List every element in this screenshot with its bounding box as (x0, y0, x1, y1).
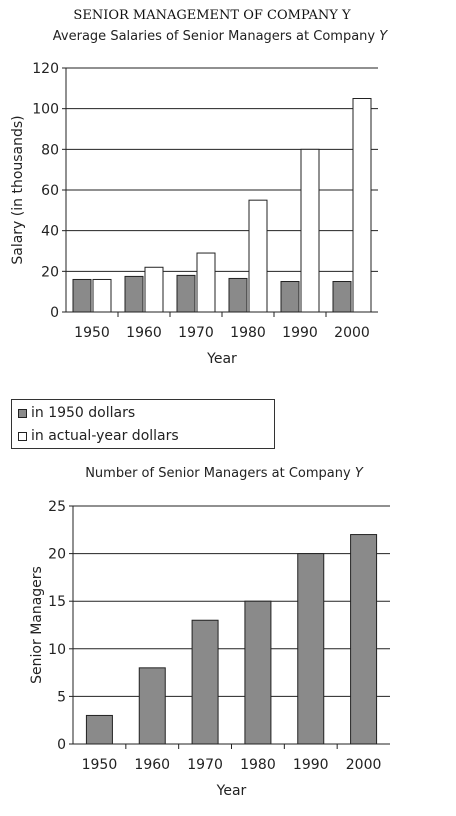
x-tick-label: 1950 (74, 325, 110, 341)
x-tick-label: 1990 (293, 757, 329, 773)
x-tick-label: 2000 (346, 757, 382, 773)
y-tick-label: 20 (41, 264, 59, 280)
y-tick-label: 20 (48, 547, 66, 563)
legend-label-1950-dollars: in 1950 dollars (31, 405, 136, 421)
salary-legend: in 1950 dollars in actual-year dollars (11, 399, 275, 449)
bar-actual-dollars (248, 199, 268, 313)
y-tick-label: 15 (48, 594, 66, 610)
bar-actual-dollars (196, 252, 216, 313)
y-tick-label: 120 (32, 61, 59, 77)
legend-item-actual-dollars: in actual-year dollars (18, 426, 179, 446)
bar-managers (191, 619, 219, 745)
bar-managers (138, 667, 166, 745)
legend-swatch-dark (18, 408, 27, 418)
x-axis-label: Year (206, 351, 237, 367)
y-tick-label: 40 (41, 224, 59, 240)
x-tick-label: 1960 (134, 757, 170, 773)
legend-item-1950-dollars: in 1950 dollars (18, 403, 135, 423)
bar-1950-dollars (228, 277, 248, 313)
legend-swatch-light (18, 431, 27, 441)
y-tick-label: 0 (57, 737, 66, 753)
bar-managers (350, 534, 378, 745)
managers-chart: 0 5 10 15 20 25 1950 1960 1970 1980 1990 2000 Number… (29, 466, 390, 799)
x-tick-label: 1950 (82, 757, 118, 773)
bar-1950-dollars (176, 274, 196, 313)
y-tick-label: 60 (41, 183, 59, 199)
y-tick-label: 100 (32, 102, 59, 118)
x-axis-label: Year (216, 783, 247, 799)
bar-managers (85, 714, 113, 745)
salary-chart: 0 20 40 60 80 100 120 1950 1960 1970 1980 1990 2000 A… (10, 29, 388, 367)
y-axis-label: Salary (in thousands) (10, 115, 26, 264)
chart-title: Average Salaries of Senior Managers at C… (53, 29, 388, 44)
bar-1950-dollars (280, 281, 300, 313)
bar-actual-dollars (300, 148, 320, 313)
y-tick-label: 0 (50, 305, 59, 321)
x-tick-label: 1970 (187, 757, 223, 773)
legend-label-actual-dollars: in actual-year dollars (31, 428, 179, 444)
x-tick-label: 1960 (126, 325, 162, 341)
bar-managers (297, 553, 325, 745)
x-tick-label: 1970 (178, 325, 214, 341)
y-tick-label: 10 (48, 642, 66, 658)
bar-actual-dollars (144, 266, 164, 313)
y-axis-label: Senior Managers (29, 566, 45, 684)
bar-1950-dollars (72, 278, 92, 313)
bar-managers (244, 600, 272, 745)
bar-actual-dollars (92, 278, 112, 313)
y-tick-label: 25 (48, 499, 66, 515)
chart-title: Number of Senior Managers at Company Y (85, 466, 364, 481)
bar-1950-dollars (332, 281, 352, 313)
x-tick-label: 1980 (230, 325, 266, 341)
x-tick-label: 2000 (334, 325, 370, 341)
bar-actual-dollars (352, 98, 372, 313)
y-tick-label: 5 (57, 689, 66, 705)
page-title: SENIOR MANAGEMENT OF COMPANY Y (73, 8, 351, 23)
x-tick-label: 1990 (282, 325, 318, 341)
x-tick-label: 1980 (240, 757, 276, 773)
y-tick-label: 80 (41, 142, 59, 158)
bar-1950-dollars (124, 275, 144, 313)
